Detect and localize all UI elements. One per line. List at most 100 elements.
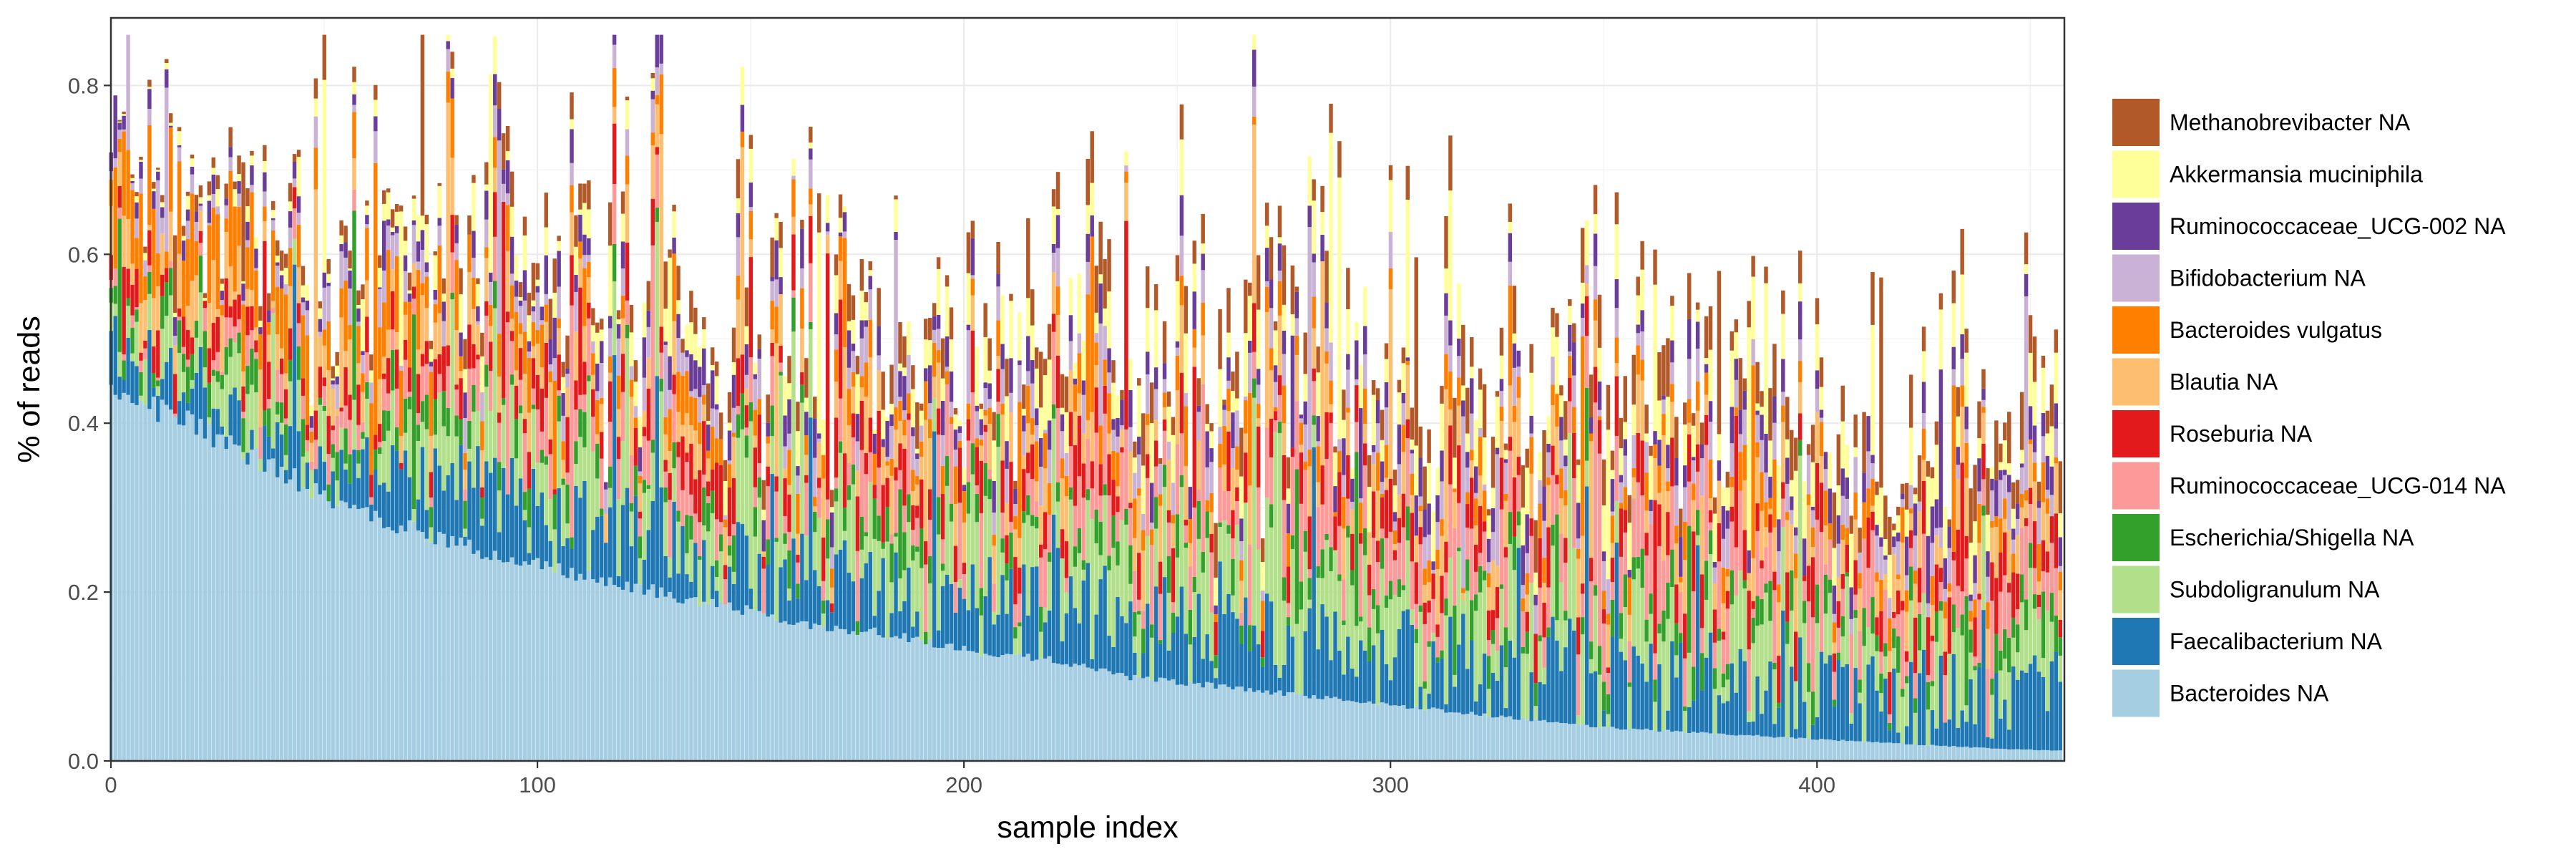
bar-segment xyxy=(1810,724,1815,740)
bar-segment xyxy=(570,548,574,568)
bar-segment xyxy=(1201,302,1205,336)
bar-segment xyxy=(1277,677,1282,691)
bar-segment xyxy=(574,485,578,581)
bar-segment xyxy=(1896,506,1901,515)
bar-segment xyxy=(250,192,254,291)
bar-segment xyxy=(1559,533,1563,583)
bar-segment xyxy=(1840,421,1845,469)
bar-segment xyxy=(1495,447,1500,455)
bar-segment xyxy=(1853,610,1858,618)
bar-segment xyxy=(322,272,327,288)
bar-segment xyxy=(2049,593,2054,622)
bar-segment xyxy=(1533,605,1538,634)
bar-segment xyxy=(467,324,472,369)
bar-segment xyxy=(1921,413,1926,429)
bar-segment xyxy=(1568,618,1572,724)
bar-segment xyxy=(1606,579,1611,614)
bar-segment xyxy=(2054,428,2059,457)
bar-segment xyxy=(403,432,408,451)
bar-segment xyxy=(894,240,898,408)
bar-segment xyxy=(1051,253,1056,273)
bar-segment xyxy=(1662,641,1666,731)
bar-segment xyxy=(1162,465,1167,487)
bar-segment xyxy=(126,268,130,299)
bar-segment xyxy=(1316,441,1320,447)
bar-segment xyxy=(1593,367,1598,403)
bar-segment xyxy=(885,638,889,761)
bar-segment xyxy=(275,266,280,287)
bar-segment xyxy=(685,574,689,599)
bar-segment xyxy=(693,597,698,761)
bar-segment xyxy=(1683,487,1687,522)
bar-segment xyxy=(211,174,216,195)
bar-segment xyxy=(595,478,600,517)
bar-segment xyxy=(1457,405,1461,446)
bar-segment xyxy=(1252,116,1257,125)
bar-segment xyxy=(1908,661,1913,744)
bar-segment xyxy=(369,475,374,498)
bar-segment xyxy=(1158,677,1163,761)
bar-segment xyxy=(275,369,280,402)
bar-segment xyxy=(514,385,519,419)
bar-segment xyxy=(505,151,510,160)
bar-segment xyxy=(1473,594,1478,611)
bar-segment xyxy=(139,360,143,372)
bar-segment xyxy=(394,332,399,350)
bar-segment xyxy=(1166,680,1171,761)
bar-segment xyxy=(557,421,561,489)
bar-segment xyxy=(932,431,937,648)
bar-segment xyxy=(1649,445,1653,456)
bar-segment xyxy=(1153,284,1158,311)
bar-segment xyxy=(809,329,813,418)
bar-segment xyxy=(1166,510,1171,523)
bar-segment xyxy=(987,424,992,470)
bar-segment xyxy=(1964,535,1968,559)
bar-segment xyxy=(527,452,532,489)
bar-segment xyxy=(472,368,476,385)
bar-segment xyxy=(1081,463,1086,498)
bar-segment xyxy=(1973,583,1977,600)
bar-segment xyxy=(1120,447,1124,453)
bar-segment xyxy=(757,462,762,477)
bar-segment xyxy=(343,405,348,429)
bar-segment xyxy=(1248,282,1252,296)
bar-segment xyxy=(1866,517,1870,568)
bar-segment xyxy=(1892,743,1896,761)
bar-segment xyxy=(608,356,613,373)
bar-segment xyxy=(1299,503,1304,582)
bar-segment xyxy=(147,230,152,266)
bar-segment xyxy=(407,367,412,392)
bar-segment xyxy=(1107,454,1111,495)
bar-segment xyxy=(1977,747,1981,761)
bar-segment xyxy=(1904,509,1909,537)
bar-segment xyxy=(518,379,523,406)
bar-segment xyxy=(616,499,621,576)
bar-segment xyxy=(595,516,600,583)
bar-segment xyxy=(369,370,374,383)
bar-segment xyxy=(987,499,992,558)
bar-segment xyxy=(117,130,122,139)
bar-segment xyxy=(1999,480,2003,519)
bar-segment xyxy=(638,584,643,761)
bar-segment xyxy=(1269,504,1274,528)
bar-segment xyxy=(211,157,216,168)
bar-segment xyxy=(1290,447,1295,457)
bar-segment xyxy=(352,157,356,190)
bar-segment xyxy=(1551,384,1555,406)
bar-segment xyxy=(1465,387,1470,434)
bar-segment xyxy=(147,89,152,110)
bar-segment xyxy=(1435,549,1440,570)
bar-segment xyxy=(1858,573,1862,589)
bar-segment xyxy=(207,223,212,225)
bar-segment xyxy=(603,514,608,543)
bar-segment xyxy=(2011,528,2016,540)
bar-segment xyxy=(2041,540,2046,572)
bar-segment xyxy=(1631,435,1636,468)
bar-segment xyxy=(1103,359,1107,386)
bar-segment xyxy=(1030,567,1035,661)
bar-segment xyxy=(1793,437,1798,471)
bar-segment xyxy=(177,127,182,132)
bar-segment xyxy=(1738,649,1742,735)
bar-segment xyxy=(172,345,177,374)
bar-segment xyxy=(698,397,702,423)
